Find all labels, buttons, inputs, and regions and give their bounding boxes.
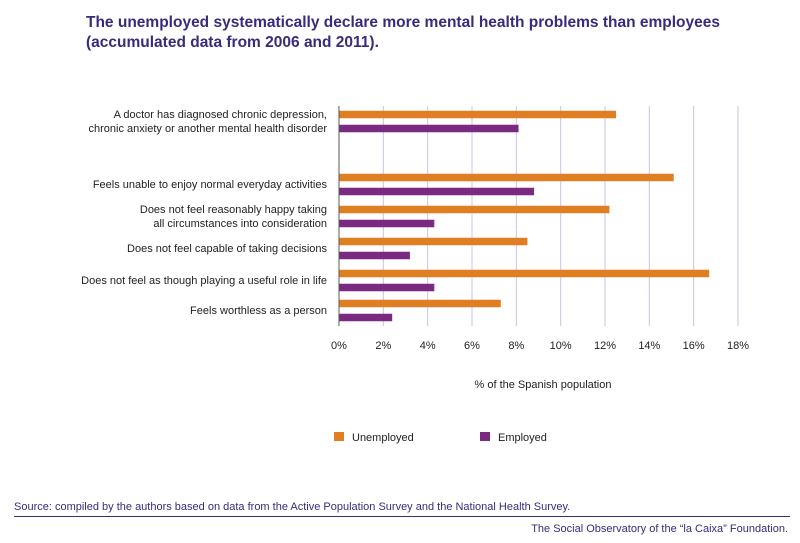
gridlines — [382, 106, 739, 326]
x-tick-label: 12% — [594, 340, 616, 352]
bar-unemployed — [339, 205, 610, 214]
source-note: Source: compiled by the authors based on… — [14, 501, 571, 513]
bars — [339, 110, 710, 322]
x-tick-label: 6% — [464, 340, 480, 352]
x-tick-label: 2% — [375, 340, 391, 352]
bar-employed — [339, 251, 410, 260]
bar-unemployed — [339, 299, 501, 308]
legend-swatch — [480, 432, 490, 441]
bar-chart: A doctor has diagnosed chronic depressio… — [81, 106, 749, 444]
category-label: Feels unable to enjoy normal everyday ac… — [93, 179, 328, 191]
bar-employed — [339, 187, 535, 196]
bar-employed — [339, 124, 519, 133]
category-label: Does not feel as though playing a useful… — [81, 275, 327, 287]
legend-label: Employed — [498, 432, 547, 444]
legend-swatch — [334, 432, 344, 441]
legend-label: Unemployed — [352, 432, 414, 444]
category-label: all circumstances into consideration — [153, 218, 327, 230]
category-label: chronic anxiety or another mental health… — [89, 123, 328, 135]
x-tick-label: 16% — [683, 340, 705, 352]
bar-employed — [339, 283, 435, 292]
category-labels: A doctor has diagnosed chronic depressio… — [81, 109, 327, 317]
x-tick-label: 0% — [331, 340, 347, 352]
x-tick-label: 10% — [550, 340, 572, 352]
credit-note: The Social Observatory of the “la Caixa”… — [531, 523, 788, 535]
x-tick-label: 4% — [420, 340, 436, 352]
bar-employed — [339, 219, 435, 228]
x-tick-labels: 0% 2% 4% 6% 8% 10% 12% 14% 16% 18% — [331, 340, 749, 352]
category-label: Does not feel capable of taking decision… — [127, 243, 327, 255]
bar-unemployed — [339, 110, 617, 119]
x-tick-label: 14% — [638, 340, 660, 352]
footer-divider — [14, 516, 790, 517]
legend: Unemployed Employed — [334, 432, 547, 444]
bar-unemployed — [339, 269, 710, 278]
bar-unemployed — [339, 173, 674, 182]
category-label: Does not feel reasonably happy taking — [140, 204, 327, 216]
category-label: Feels worthless as a person — [190, 305, 327, 317]
x-tick-label: 18% — [727, 340, 749, 352]
category-label: A doctor has diagnosed chronic depressio… — [114, 109, 327, 121]
x-tick-label: 8% — [508, 340, 524, 352]
x-axis-label: % of the Spanish population — [475, 379, 612, 391]
bar-employed — [339, 313, 393, 322]
chart-title: The unemployed systematically declare mo… — [86, 14, 720, 51]
bar-unemployed — [339, 237, 528, 246]
